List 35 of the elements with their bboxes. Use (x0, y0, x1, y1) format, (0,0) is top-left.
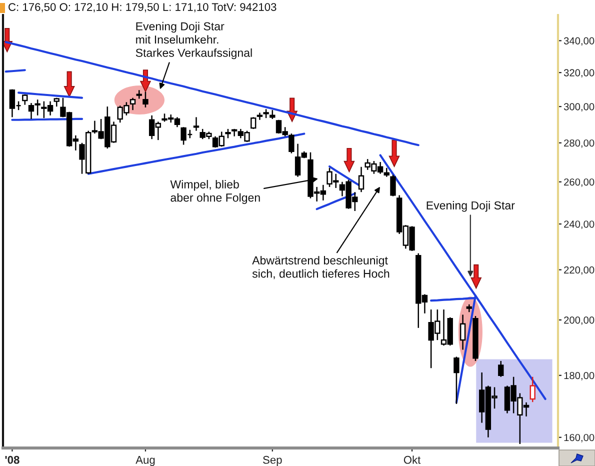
chart-title: C: 176,50 O: 172,10 H: 179,50 L: 171,10 TotV: 942103 (8, 3, 276, 12)
x-tick-label: '08 (5, 456, 20, 464)
y-tick-label: 160,00 (564, 434, 594, 442)
annotation: Abwärtstrend beschleunigt sich, deutlich tieferes Hoch (252, 256, 390, 280)
candlestick (250, 116, 256, 130)
candlestick (358, 166, 364, 193)
candlestick (288, 132, 294, 154)
annotation: Evening Doji Star mit Inselumkehr. Starkes Verkaufssignal (136, 22, 252, 60)
line-series (316, 192, 356, 210)
y-tick-label: 200,00 (564, 316, 594, 325)
y-tick-label: 340,00 (564, 37, 594, 46)
candlestick (390, 174, 396, 197)
y-tick-label: 180,00 (564, 372, 594, 380)
candlestick (225, 128, 231, 139)
annotation: Wimpel, blieb aber ohne Folgen (170, 180, 260, 204)
candlestick (460, 314, 466, 350)
x-tick-label: Aug (136, 456, 155, 466)
line-series (87, 132, 306, 175)
candlestick (498, 360, 504, 378)
y-tick-label: 320,00 (564, 69, 594, 78)
y-tick-label: 300,00 (564, 103, 594, 112)
candlestick (130, 97, 136, 111)
candlestick (530, 376, 536, 403)
annotation: Evening Doji Star (426, 201, 515, 212)
y-tick-label: 280,00 (564, 139, 594, 148)
x-tick-label: Okt (404, 456, 421, 464)
candlestick (142, 91, 148, 108)
candlestick (136, 90, 142, 100)
candlestick (193, 116, 200, 132)
candlestick (256, 112, 263, 120)
y-tick-label: 240,00 (564, 220, 594, 229)
y-tick-label: 220,00 (564, 266, 594, 275)
x-tick-label: Sep (263, 456, 282, 466)
candlestick (454, 356, 460, 405)
y-tick-label: 260,00 (564, 178, 594, 187)
